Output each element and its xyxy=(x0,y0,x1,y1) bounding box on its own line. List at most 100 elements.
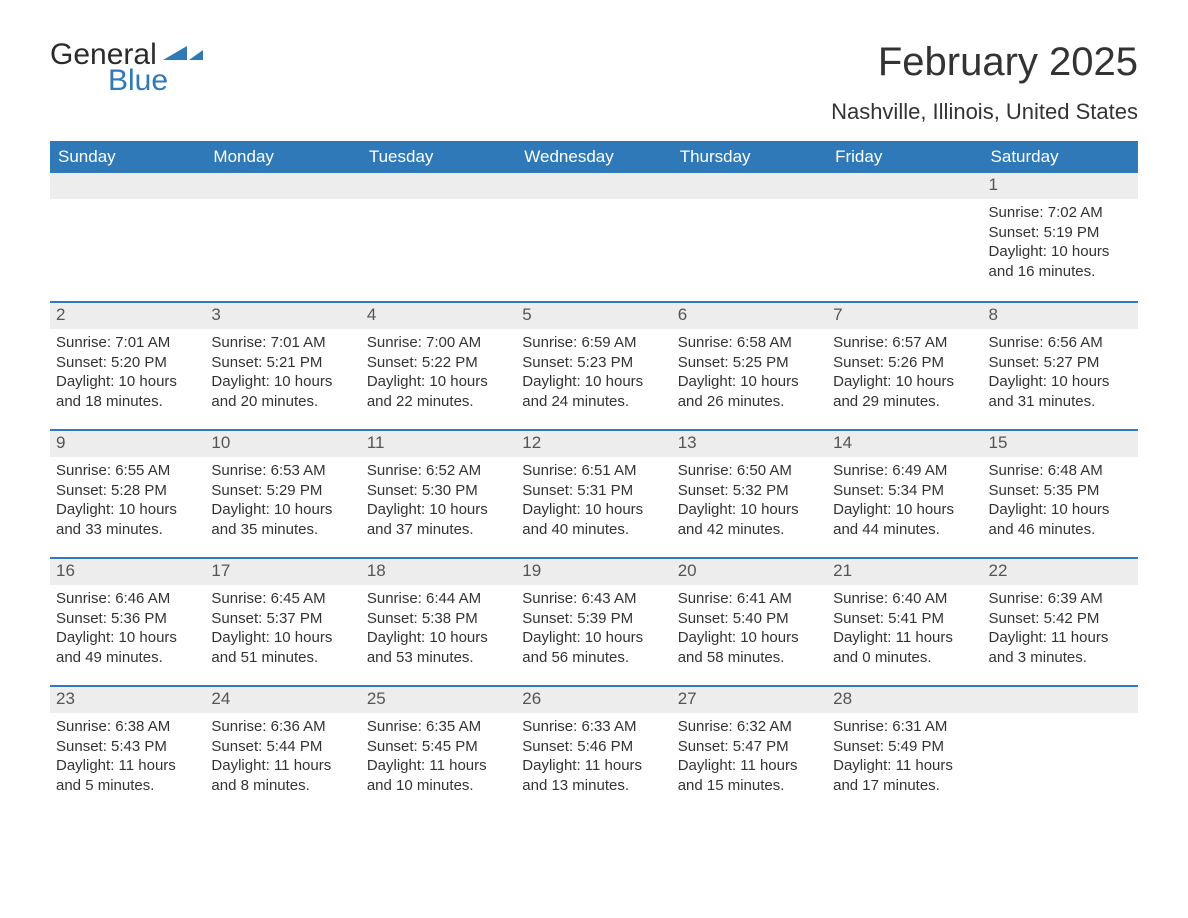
calendar-cell: 17Sunrise: 6:45 AMSunset: 5:37 PMDayligh… xyxy=(205,557,360,685)
sunrise-line: Sunrise: 6:52 AM xyxy=(367,461,510,481)
calendar-cell: 5Sunrise: 6:59 AMSunset: 5:23 PMDaylight… xyxy=(516,301,671,429)
calendar-table: Sunday Monday Tuesday Wednesday Thursday… xyxy=(50,141,1138,813)
day-number: 18 xyxy=(361,557,516,585)
sunrise-line: Sunrise: 6:48 AM xyxy=(989,461,1132,481)
day-details: Sunrise: 7:01 AMSunset: 5:21 PMDaylight:… xyxy=(205,329,360,411)
calendar-cell xyxy=(983,685,1138,813)
calendar-week-row: 9Sunrise: 6:55 AMSunset: 5:28 PMDaylight… xyxy=(50,429,1138,557)
day-number: 3 xyxy=(205,301,360,329)
sunset-line: Sunset: 5:40 PM xyxy=(678,609,821,629)
day-number: 22 xyxy=(983,557,1138,585)
calendar-cell: 16Sunrise: 6:46 AMSunset: 5:36 PMDayligh… xyxy=(50,557,205,685)
daylight-line: Daylight: 10 hours and 40 minutes. xyxy=(522,500,665,539)
sunset-line: Sunset: 5:29 PM xyxy=(211,481,354,501)
sunrise-line: Sunrise: 6:46 AM xyxy=(56,589,199,609)
daylight-line: Daylight: 10 hours and 31 minutes. xyxy=(989,372,1132,411)
daylight-line: Daylight: 10 hours and 46 minutes. xyxy=(989,500,1132,539)
sunrise-line: Sunrise: 7:01 AM xyxy=(211,333,354,353)
sunset-line: Sunset: 5:39 PM xyxy=(522,609,665,629)
day-details: Sunrise: 7:02 AMSunset: 5:19 PMDaylight:… xyxy=(983,199,1138,281)
sunset-line: Sunset: 5:41 PM xyxy=(833,609,976,629)
daylight-line: Daylight: 11 hours and 3 minutes. xyxy=(989,628,1132,667)
sunset-line: Sunset: 5:23 PM xyxy=(522,353,665,373)
calendar-cell: 24Sunrise: 6:36 AMSunset: 5:44 PMDayligh… xyxy=(205,685,360,813)
sunset-line: Sunset: 5:26 PM xyxy=(833,353,976,373)
daylight-line: Daylight: 10 hours and 24 minutes. xyxy=(522,372,665,411)
daylight-line: Daylight: 10 hours and 44 minutes. xyxy=(833,500,976,539)
logo: General Blue xyxy=(50,40,205,96)
day-number: 1 xyxy=(983,173,1138,199)
calendar-cell: 25Sunrise: 6:35 AMSunset: 5:45 PMDayligh… xyxy=(361,685,516,813)
day-number: 24 xyxy=(205,685,360,713)
day-details: Sunrise: 6:41 AMSunset: 5:40 PMDaylight:… xyxy=(672,585,827,667)
calendar-cell: 11Sunrise: 6:52 AMSunset: 5:30 PMDayligh… xyxy=(361,429,516,557)
day-details: Sunrise: 6:40 AMSunset: 5:41 PMDaylight:… xyxy=(827,585,982,667)
calendar-page: General Blue February 2025 Nashville, Il… xyxy=(0,0,1188,843)
daylight-line: Daylight: 10 hours and 37 minutes. xyxy=(367,500,510,539)
daylight-line: Daylight: 11 hours and 5 minutes. xyxy=(56,756,199,795)
sunrise-line: Sunrise: 6:53 AM xyxy=(211,461,354,481)
day-number: 16 xyxy=(50,557,205,585)
calendar-cell: 15Sunrise: 6:48 AMSunset: 5:35 PMDayligh… xyxy=(983,429,1138,557)
day-number: 26 xyxy=(516,685,671,713)
sunrise-line: Sunrise: 6:32 AM xyxy=(678,717,821,737)
day-number: 2 xyxy=(50,301,205,329)
sunrise-line: Sunrise: 6:55 AM xyxy=(56,461,199,481)
sunrise-line: Sunrise: 6:50 AM xyxy=(678,461,821,481)
calendar-cell: 1Sunrise: 7:02 AMSunset: 5:19 PMDaylight… xyxy=(983,173,1138,301)
sunrise-line: Sunrise: 6:51 AM xyxy=(522,461,665,481)
sunset-line: Sunset: 5:34 PM xyxy=(833,481,976,501)
day-number: 5 xyxy=(516,301,671,329)
day-number: 28 xyxy=(827,685,982,713)
calendar-cell: 4Sunrise: 7:00 AMSunset: 5:22 PMDaylight… xyxy=(361,301,516,429)
sunrise-line: Sunrise: 6:38 AM xyxy=(56,717,199,737)
day-details: Sunrise: 6:36 AMSunset: 5:44 PMDaylight:… xyxy=(205,713,360,795)
day-number: 6 xyxy=(672,301,827,329)
day-number xyxy=(516,173,671,199)
calendar-cell: 12Sunrise: 6:51 AMSunset: 5:31 PMDayligh… xyxy=(516,429,671,557)
calendar-cell: 23Sunrise: 6:38 AMSunset: 5:43 PMDayligh… xyxy=(50,685,205,813)
title-block: February 2025 Nashville, Illinois, Unite… xyxy=(831,40,1138,125)
calendar-cell: 3Sunrise: 7:01 AMSunset: 5:21 PMDaylight… xyxy=(205,301,360,429)
sunrise-line: Sunrise: 6:57 AM xyxy=(833,333,976,353)
day-details: Sunrise: 6:43 AMSunset: 5:39 PMDaylight:… xyxy=(516,585,671,667)
calendar-cell: 10Sunrise: 6:53 AMSunset: 5:29 PMDayligh… xyxy=(205,429,360,557)
sunset-line: Sunset: 5:44 PM xyxy=(211,737,354,757)
calendar-cell: 13Sunrise: 6:50 AMSunset: 5:32 PMDayligh… xyxy=(672,429,827,557)
calendar-cell: 20Sunrise: 6:41 AMSunset: 5:40 PMDayligh… xyxy=(672,557,827,685)
daylight-line: Daylight: 10 hours and 35 minutes. xyxy=(211,500,354,539)
sunset-line: Sunset: 5:27 PM xyxy=(989,353,1132,373)
sunset-line: Sunset: 5:49 PM xyxy=(833,737,976,757)
daylight-line: Daylight: 10 hours and 51 minutes. xyxy=(211,628,354,667)
sunrise-line: Sunrise: 6:40 AM xyxy=(833,589,976,609)
day-number: 23 xyxy=(50,685,205,713)
daylight-line: Daylight: 11 hours and 13 minutes. xyxy=(522,756,665,795)
day-details: Sunrise: 6:35 AMSunset: 5:45 PMDaylight:… xyxy=(361,713,516,795)
sunset-line: Sunset: 5:28 PM xyxy=(56,481,199,501)
calendar-cell: 6Sunrise: 6:58 AMSunset: 5:25 PMDaylight… xyxy=(672,301,827,429)
day-details: Sunrise: 7:00 AMSunset: 5:22 PMDaylight:… xyxy=(361,329,516,411)
calendar-cell: 7Sunrise: 6:57 AMSunset: 5:26 PMDaylight… xyxy=(827,301,982,429)
calendar-cell: 19Sunrise: 6:43 AMSunset: 5:39 PMDayligh… xyxy=(516,557,671,685)
calendar-cell: 26Sunrise: 6:33 AMSunset: 5:46 PMDayligh… xyxy=(516,685,671,813)
daylight-line: Daylight: 11 hours and 8 minutes. xyxy=(211,756,354,795)
weekday-header: Monday xyxy=(205,141,360,173)
day-details: Sunrise: 6:59 AMSunset: 5:23 PMDaylight:… xyxy=(516,329,671,411)
sunset-line: Sunset: 5:19 PM xyxy=(989,223,1132,243)
sunrise-line: Sunrise: 6:58 AM xyxy=(678,333,821,353)
daylight-line: Daylight: 11 hours and 10 minutes. xyxy=(367,756,510,795)
day-details: Sunrise: 6:46 AMSunset: 5:36 PMDaylight:… xyxy=(50,585,205,667)
day-details: Sunrise: 6:44 AMSunset: 5:38 PMDaylight:… xyxy=(361,585,516,667)
daylight-line: Daylight: 10 hours and 29 minutes. xyxy=(833,372,976,411)
logo-mark-icon xyxy=(163,42,205,68)
calendar-cell xyxy=(361,173,516,301)
title-month: February 2025 xyxy=(831,40,1138,85)
sunset-line: Sunset: 5:46 PM xyxy=(522,737,665,757)
sunset-line: Sunset: 5:20 PM xyxy=(56,353,199,373)
sunrise-line: Sunrise: 7:00 AM xyxy=(367,333,510,353)
day-number xyxy=(672,173,827,199)
calendar-cell: 2Sunrise: 7:01 AMSunset: 5:20 PMDaylight… xyxy=(50,301,205,429)
calendar-cell: 14Sunrise: 6:49 AMSunset: 5:34 PMDayligh… xyxy=(827,429,982,557)
sunset-line: Sunset: 5:31 PM xyxy=(522,481,665,501)
calendar-week-row: 23Sunrise: 6:38 AMSunset: 5:43 PMDayligh… xyxy=(50,685,1138,813)
